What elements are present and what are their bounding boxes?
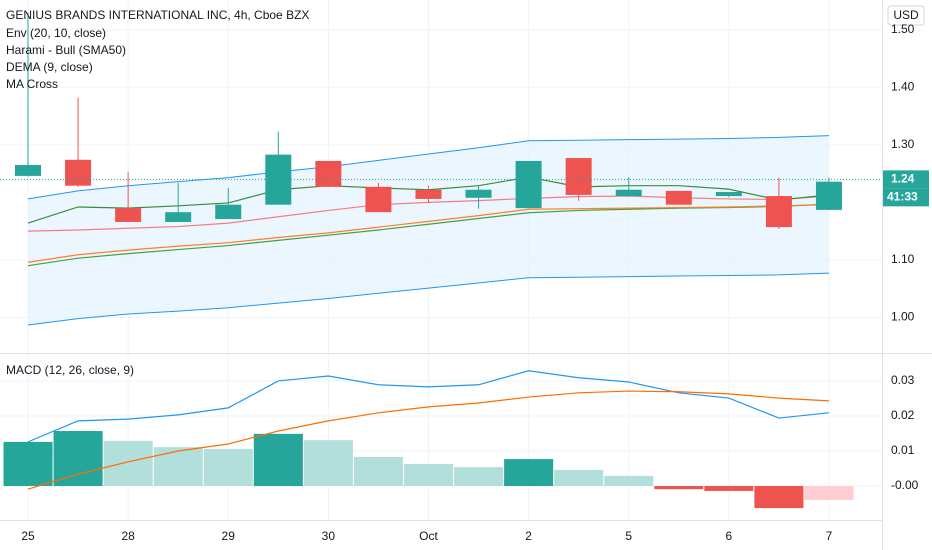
y-tick-label: 1.40 <box>891 79 915 93</box>
candle-body <box>665 190 692 205</box>
legend-item: DEMA (9, close) <box>6 60 93 74</box>
histogram-bar <box>403 463 454 487</box>
candle-body <box>615 189 642 197</box>
x-tick-label: Oct <box>419 529 438 543</box>
candle-body <box>15 164 41 176</box>
histogram-bar <box>353 456 403 487</box>
y-tick-label: 1.00 <box>891 310 915 324</box>
histogram-bar <box>103 440 153 487</box>
candle-body <box>715 192 742 197</box>
x-tick-label: 6 <box>725 529 732 543</box>
overlay-text: USD GENIUS BRANDS INTERNATIONAL INC, 4h,… <box>6 5 925 377</box>
candle-body <box>65 159 92 186</box>
candle-body <box>515 160 542 209</box>
y-tick-label: 0.02 <box>891 408 915 422</box>
y-tick-label: 1.30 <box>891 137 915 151</box>
candle-body <box>465 189 492 198</box>
countdown-box <box>883 188 929 207</box>
histogram-bar <box>253 433 303 487</box>
histogram-bar <box>704 486 754 491</box>
histogram-bar <box>454 467 504 487</box>
y-tick-label: 0.01 <box>891 443 915 457</box>
x-tick-label: 5 <box>625 529 632 543</box>
histogram-bar <box>504 459 554 487</box>
legend-item: MA Cross <box>6 77 58 91</box>
histogram-bar <box>604 475 654 487</box>
candle-body <box>565 158 592 195</box>
candle-body <box>415 189 442 199</box>
candle-body <box>165 212 192 222</box>
candle-body <box>365 186 392 213</box>
histogram-bar <box>203 448 253 487</box>
legend-item: Harami - Bull (SMA50) <box>6 43 126 57</box>
candle-body <box>115 208 142 222</box>
chart-title: GENIUS BRANDS INTERNATIONAL INC, 4h, Cbo… <box>6 8 309 22</box>
candle-body <box>315 160 342 187</box>
histogram-bar <box>153 447 203 487</box>
x-tick-label: 28 <box>121 529 135 543</box>
price-pane <box>0 12 882 326</box>
macd-legend: MACD (12, 26, close, 9) <box>6 363 134 377</box>
last-price: 1.24 <box>891 172 915 186</box>
candle-body <box>265 154 292 205</box>
y-tick-label: 1.50 <box>891 22 915 36</box>
y-tick-label: 0.03 <box>891 373 915 387</box>
y-tick-label: 1.10 <box>891 252 915 266</box>
x-tick-label: 25 <box>21 529 35 543</box>
histogram-bar <box>754 486 804 509</box>
candle-body <box>215 204 242 220</box>
histogram-bar <box>554 469 604 487</box>
macd-pane <box>3 370 854 509</box>
x-tick-label: 2 <box>525 529 532 543</box>
countdown: 41:33 <box>887 190 918 204</box>
histogram-bar <box>804 486 854 501</box>
indicator-line <box>27 204 829 263</box>
histogram-bar <box>53 431 103 487</box>
y-tick-label: -0.00 <box>891 478 919 492</box>
x-tick-label: 30 <box>322 529 336 543</box>
indicator-line <box>27 390 829 490</box>
histogram-bar <box>654 486 704 490</box>
indicator-line <box>27 370 830 443</box>
histogram-bar <box>3 441 53 487</box>
candle-body <box>765 196 792 228</box>
indicator-line <box>27 135 829 200</box>
currency-box <box>887 5 925 26</box>
x-tick-label: 29 <box>222 529 236 543</box>
candle-body <box>815 181 842 210</box>
legend-item: Env (20, 10, close) <box>6 26 106 40</box>
indicator-line <box>27 272 829 326</box>
histogram-bar <box>303 440 353 487</box>
currency: USD <box>893 8 919 22</box>
x-tick-label: 7 <box>826 529 833 543</box>
last-price-box <box>883 170 929 189</box>
